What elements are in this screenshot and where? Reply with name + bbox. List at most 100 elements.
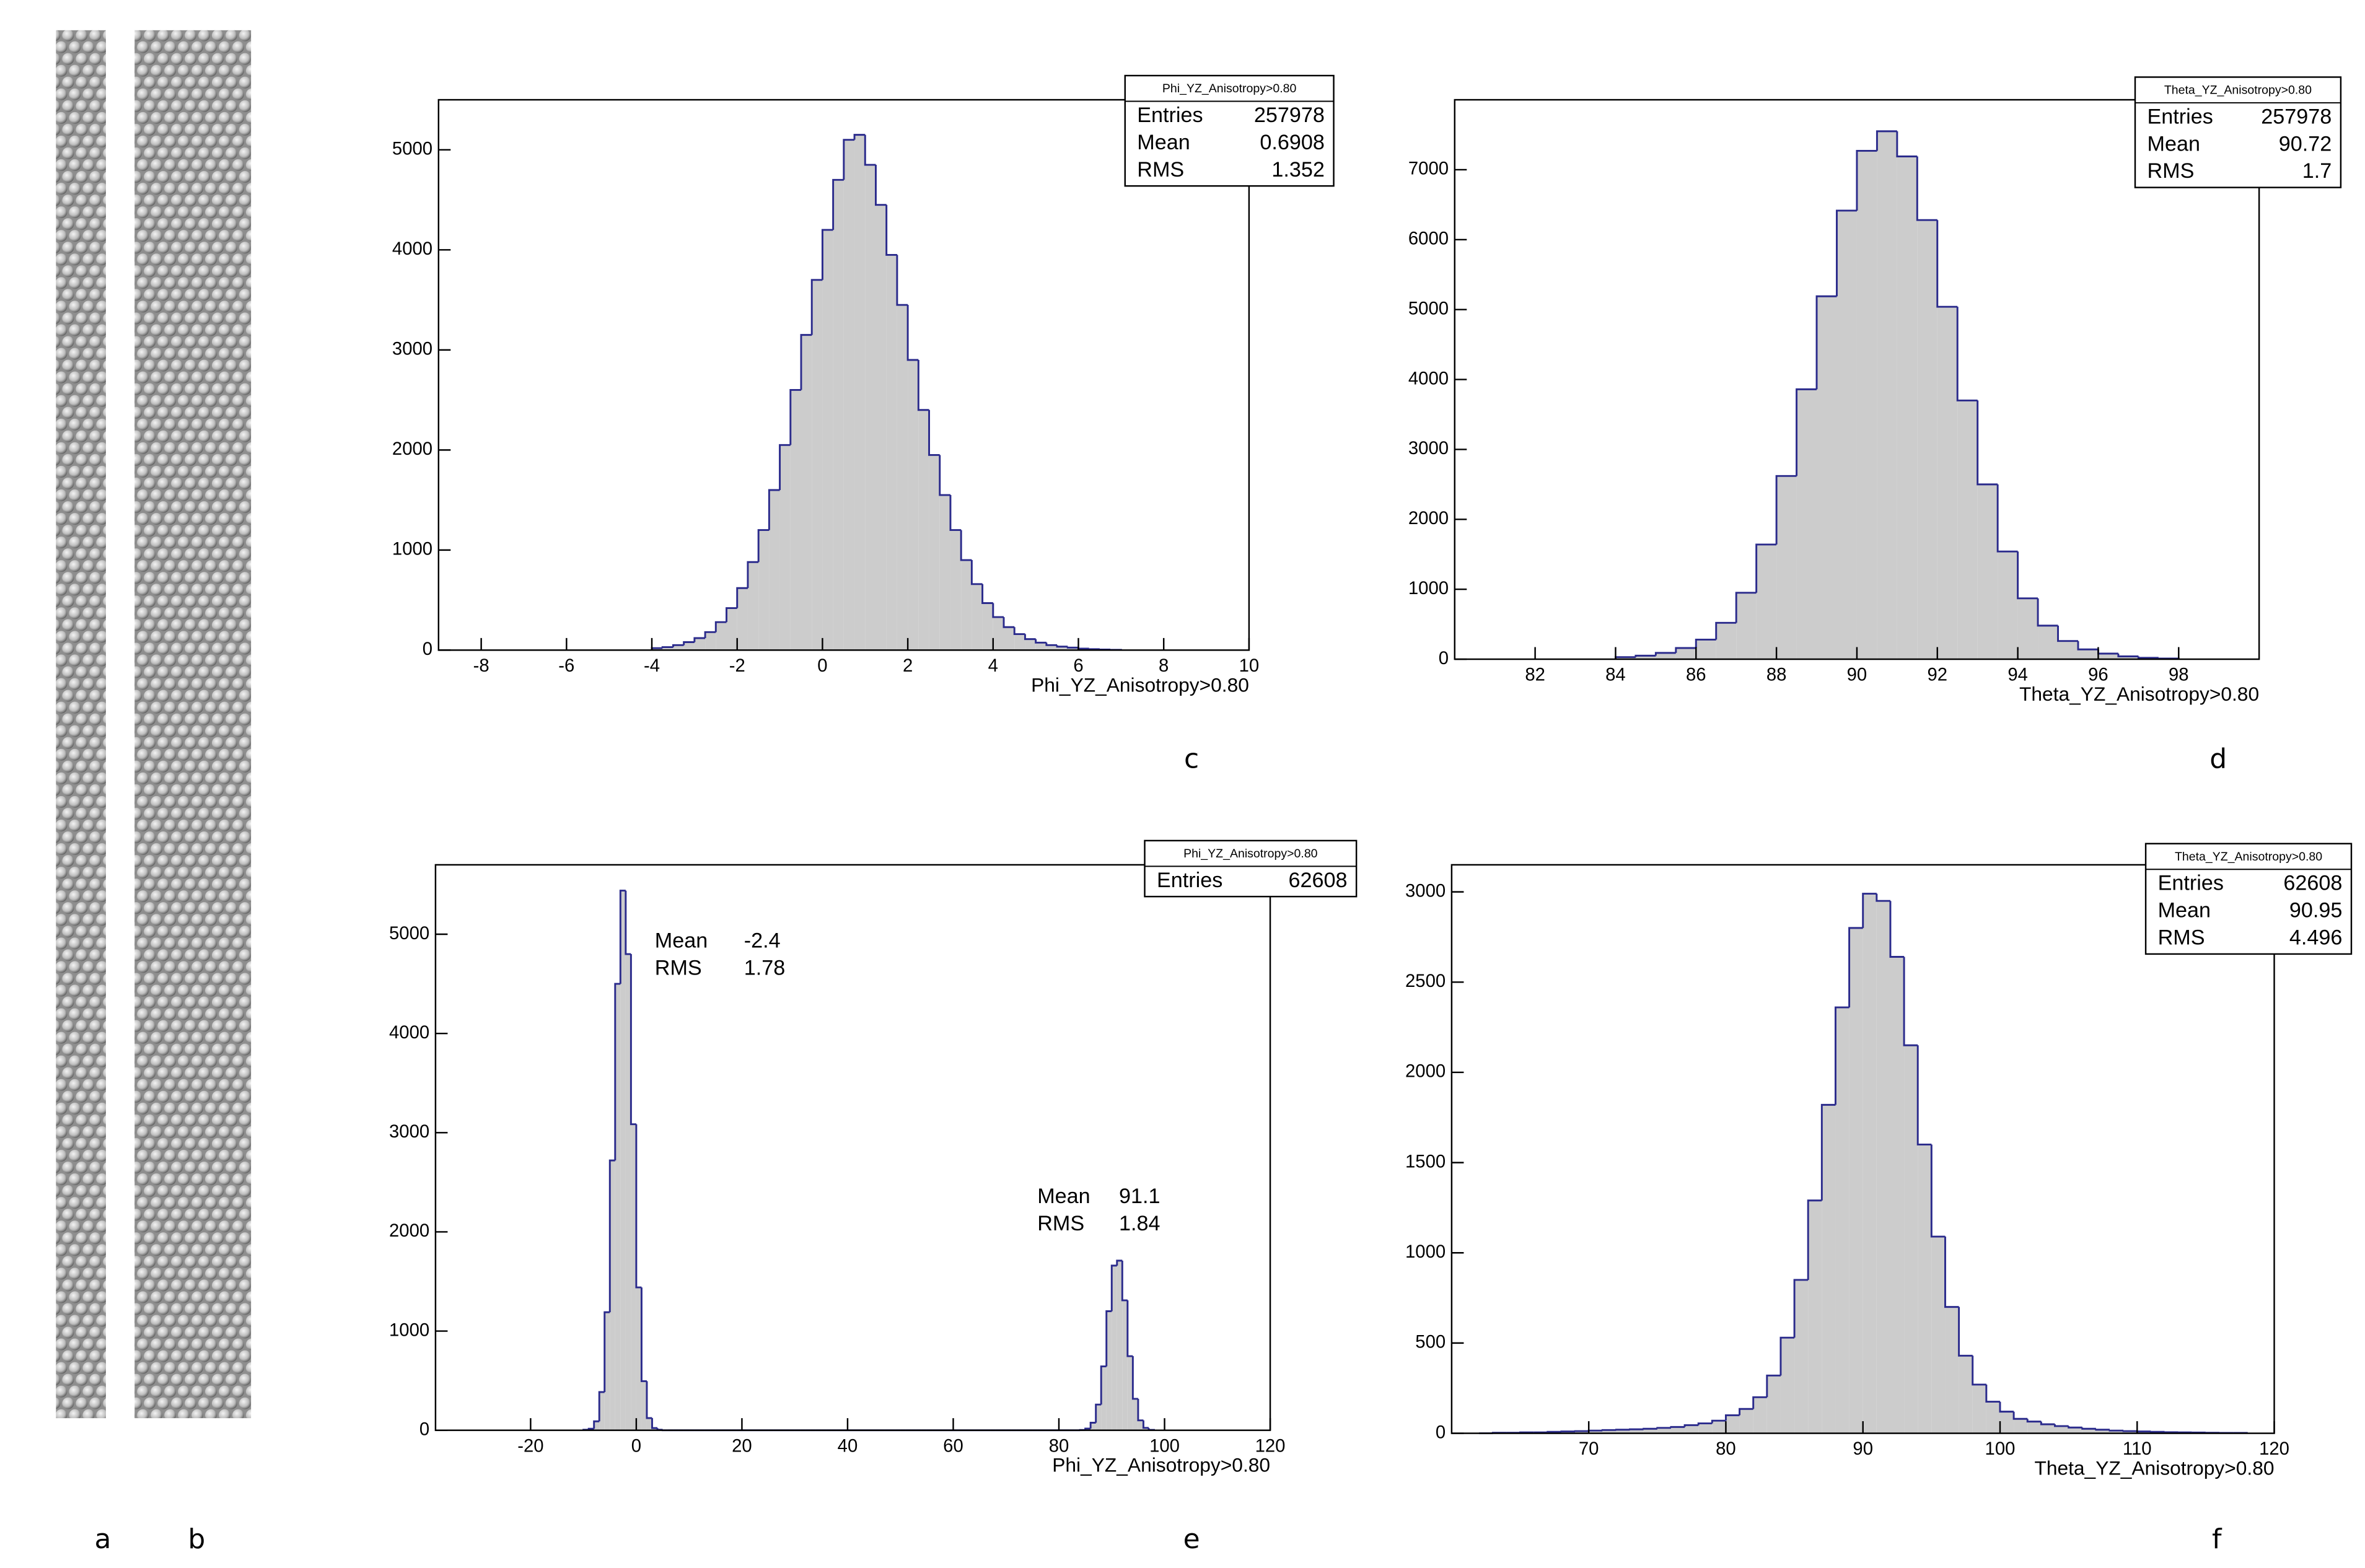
stats-label: RMS bbox=[2158, 926, 2205, 950]
histogram-outline bbox=[1977, 400, 1998, 486]
histogram-bar bbox=[1937, 307, 1958, 660]
histogram-bar bbox=[1675, 647, 1696, 660]
histogram-bar bbox=[652, 1428, 658, 1430]
histogram-outline bbox=[981, 584, 993, 604]
histogram-outline bbox=[614, 983, 621, 1161]
histogram-bar bbox=[1657, 1427, 1671, 1434]
histogram-bar bbox=[939, 495, 950, 650]
histogram-bar bbox=[982, 603, 993, 650]
histogram-outline bbox=[1735, 592, 1757, 623]
annotation-label: RMS bbox=[655, 956, 702, 979]
histogram-outline bbox=[714, 621, 727, 633]
stats-value: 1.7 bbox=[2302, 159, 2332, 183]
histogram-bar bbox=[625, 954, 631, 1430]
histogram-bar bbox=[1959, 1356, 1973, 1434]
y-tick-label: 1000 bbox=[392, 539, 432, 559]
stats-value: 257978 bbox=[1254, 103, 1325, 127]
histogram-outline bbox=[661, 646, 674, 649]
x-tick-label: -6 bbox=[558, 655, 574, 676]
y-tick-label: 5000 bbox=[1408, 298, 1449, 318]
histogram-bar bbox=[1615, 657, 1636, 660]
histogram-outline bbox=[832, 178, 844, 230]
histogram-outline bbox=[1105, 1310, 1112, 1367]
histogram-bar bbox=[1122, 1300, 1128, 1430]
histogram-bar bbox=[2123, 1431, 2138, 1434]
histogram-bar bbox=[1670, 1427, 1685, 1434]
histogram-bar bbox=[833, 180, 844, 650]
histogram-bar bbox=[993, 617, 1004, 650]
histogram-outline bbox=[949, 495, 962, 532]
x-tick-label: 94 bbox=[2007, 665, 2028, 685]
stats-title: Phi_YZ_Anisotropy>0.80 bbox=[1183, 847, 1318, 861]
stats-label: Mean bbox=[2158, 899, 2211, 922]
x-axis-title: Theta_YZ_Anisotropy>0.80 bbox=[2019, 683, 2259, 705]
histogram-bar bbox=[594, 1421, 600, 1430]
histogram-outline bbox=[1045, 642, 1058, 646]
histogram-outline bbox=[1110, 1264, 1117, 1312]
histogram-bar bbox=[2098, 654, 2118, 660]
histogram-bar bbox=[1945, 1307, 1959, 1434]
histogram-outline bbox=[2137, 656, 2159, 659]
plot-frame bbox=[434, 864, 1271, 1431]
x-tick-label: 98 bbox=[2169, 665, 2189, 685]
histogram-bar bbox=[2082, 1429, 2096, 1434]
histogram-bar bbox=[631, 1124, 636, 1430]
histogram-bar bbox=[897, 305, 908, 650]
histogram-outline bbox=[757, 529, 770, 563]
histogram-outline bbox=[651, 1417, 658, 1429]
histogram-outline bbox=[1116, 1259, 1123, 1266]
histogram-bar bbox=[2078, 649, 2099, 660]
stats-value: 62608 bbox=[1289, 869, 1348, 892]
histogram-bar bbox=[2017, 598, 2038, 660]
histogram-bar bbox=[2038, 625, 2058, 660]
histogram-outline bbox=[1084, 1427, 1091, 1430]
histogram-bar bbox=[1931, 1237, 1946, 1434]
histogram-bar bbox=[1808, 1200, 1822, 1434]
x-tick-label: 110 bbox=[2123, 1439, 2152, 1459]
stats-box bbox=[2134, 76, 2342, 188]
histogram-outline bbox=[1095, 1403, 1102, 1423]
stats-label: Entries bbox=[1137, 103, 1203, 127]
histogram-outline bbox=[1775, 475, 1797, 545]
histogram-bar bbox=[1035, 642, 1046, 650]
histogram-outline bbox=[1916, 1045, 1932, 1145]
histogram-bar bbox=[875, 204, 887, 650]
y-tick-label: 5000 bbox=[392, 139, 432, 159]
histogram-bar bbox=[950, 530, 962, 650]
histogram-outline bbox=[1972, 1356, 1986, 1386]
histogram-bar bbox=[961, 560, 972, 650]
histogram-bar bbox=[620, 890, 626, 1430]
histogram-outline bbox=[736, 587, 748, 608]
histogram-bar bbox=[1133, 1398, 1138, 1430]
histogram-bar bbox=[1849, 927, 1863, 1434]
x-tick-label: 88 bbox=[1766, 665, 1787, 685]
histogram-outline bbox=[1126, 1300, 1133, 1357]
annotation-value: 1.84 bbox=[1119, 1212, 1160, 1235]
histogram-outline bbox=[672, 644, 684, 647]
micrograph-a bbox=[56, 30, 106, 1419]
stats-label: Entries bbox=[1157, 869, 1222, 892]
x-tick-label: 0 bbox=[817, 655, 827, 676]
x-axis-title: Phi_YZ_Anisotropy>0.80 bbox=[1031, 673, 1249, 696]
histogram-bar bbox=[1986, 1401, 2000, 1434]
stats-value: 257978 bbox=[2261, 105, 2332, 128]
x-tick-label: -2 bbox=[729, 655, 745, 676]
annotation-label: Mean bbox=[1037, 1185, 1090, 1208]
histogram-outline bbox=[1876, 130, 1897, 151]
plot-frame bbox=[437, 99, 1250, 651]
histogram-outline bbox=[2136, 1430, 2151, 1433]
histogram-bar bbox=[2068, 1427, 2082, 1434]
histogram-bar bbox=[1972, 1384, 1986, 1434]
histogram-bar bbox=[1736, 592, 1757, 660]
histogram-outline bbox=[800, 334, 812, 390]
x-tick-label: 80 bbox=[1716, 1439, 1736, 1459]
histogram-bar bbox=[1877, 131, 1897, 660]
histogram-bar bbox=[646, 1417, 652, 1430]
histogram-outline bbox=[693, 637, 706, 642]
histogram-bar bbox=[1999, 1411, 2014, 1434]
histogram-bar bbox=[1656, 652, 1676, 660]
histogram-outline bbox=[1683, 1424, 1699, 1427]
histogram-outline bbox=[630, 954, 636, 1126]
x-tick-label: 6 bbox=[1073, 655, 1083, 676]
